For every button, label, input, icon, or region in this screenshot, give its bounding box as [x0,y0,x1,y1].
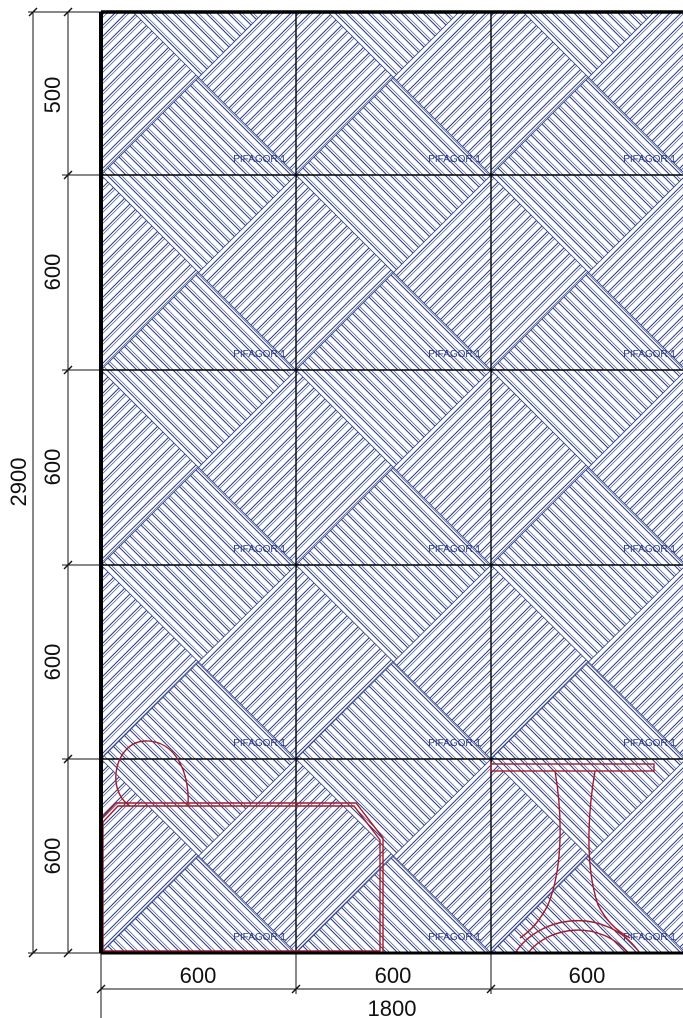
row-dimension-5: 600 [40,838,65,875]
sofa-outline [99,740,384,953]
tile-label: PIFAGOR 1 [428,932,481,943]
row-dimension-3: 600 [40,449,65,486]
tile-label: PIFAGOR 1 [233,154,286,165]
row-dimension-1: 500 [40,77,65,114]
tile-labels: PIFAGOR 1 PIFAGOR 1 PIFAGOR 1 PIFAGOR 1 PIFA… [233,154,676,943]
tile-label: PIFAGOR 1 [428,154,481,165]
bottom-dimension-ticks [96,984,496,994]
tile-label: PIFAGOR 1 [623,932,676,943]
tile-label: PIFAGOR 1 [233,349,286,360]
left-dimension-ticks [28,7,73,958]
tile-label: PIFAGOR 1 [623,544,676,555]
total-width-dimension: 1800 [368,996,417,1018]
total-height-dimension: 2900 [6,458,31,507]
wall-outline [99,10,683,955]
tile-label: PIFAGOR 1 [428,349,481,360]
tile-label: PIFAGOR 1 [623,738,676,749]
tile-label: PIFAGOR 1 [428,544,481,555]
tile-label: PIFAGOR 1 [233,738,286,749]
column-dimension-1: 600 [180,963,217,988]
row-dimension-4: 600 [40,644,65,681]
tile-label: PIFAGOR 1 [428,738,481,749]
tile-label: PIFAGOR 1 [623,349,676,360]
tile-label: PIFAGOR 1 [233,932,286,943]
tile-label: PIFAGOR 1 [623,154,676,165]
column-dimension-3: 600 [569,963,606,988]
row-dimension-2: 600 [40,254,65,291]
tile-grid [101,12,683,953]
tile-label: PIFAGOR 1 [233,544,286,555]
column-dimension-2: 600 [375,963,412,988]
table-outline [490,763,655,954]
